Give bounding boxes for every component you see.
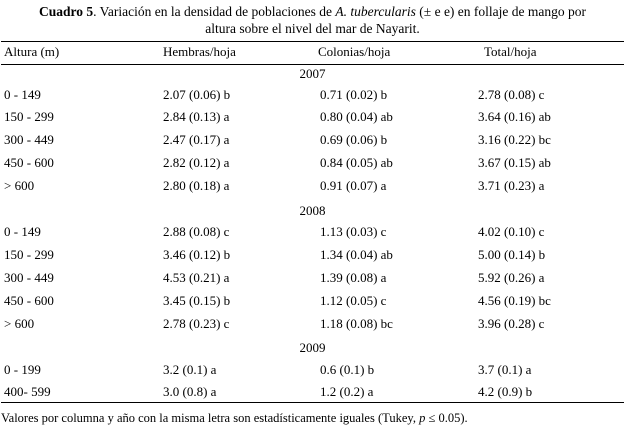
- altura-cell: 0 - 149: [4, 87, 41, 102]
- altura-cell: 300 - 449: [4, 132, 54, 147]
- table-footnote: Valores por columna y año con la misma l…: [1, 411, 468, 426]
- hembras-cell: 3.0 (0.8) a: [163, 384, 217, 399]
- total-cell: 4.56 (0.19) bc: [478, 293, 551, 308]
- total-cell: 2.78 (0.08) c: [478, 87, 545, 102]
- colonias-cell: 0.71 (0.02) b: [320, 87, 388, 102]
- colonias-cell: 0.69 (0.06) b: [320, 132, 388, 147]
- top-rule: [1, 41, 624, 42]
- footnote-p: p: [419, 411, 426, 425]
- total-cell: 3.16 (0.22) bc: [478, 132, 551, 147]
- hembras-cell: 4.53 (0.21) a: [163, 270, 230, 285]
- total-cell: 3.7 (0.1) a: [478, 362, 532, 377]
- altura-cell: 0 - 199: [4, 362, 41, 377]
- hembras-cell: 2.80 (0.18) a: [163, 178, 230, 193]
- total-cell: 3.96 (0.28) c: [478, 316, 545, 331]
- table-row: > 600 2.78 (0.23) c 1.18 (0.08) bc 3.96 (0.…: [0, 314, 625, 334]
- hembras-cell: 3.46 (0.12) b: [163, 247, 231, 262]
- table-row: 0 - 199 3.2 (0.1) a 0.6 (0.1) b 3.7 (0.1) a: [0, 360, 625, 380]
- table-row: 0 - 149 2.07 (0.06) b 0.71 (0.02) b 2.78 (0…: [0, 85, 625, 105]
- year-heading: 2009: [299, 340, 326, 355]
- hembras-cell: 3.2 (0.1) a: [163, 362, 217, 377]
- altura-cell: 150 - 299: [4, 109, 54, 124]
- hembras-cell: 2.47 (0.17) a: [163, 132, 230, 147]
- footnote-text-a: Valores por columna y año con la misma l…: [1, 411, 420, 425]
- caption-text-b: (± e e) en follaje de mango por: [415, 4, 587, 19]
- table-caption: Cuadro 5. Variación en la densidad de po…: [0, 3, 625, 37]
- hembras-cell: 2.84 (0.13) a: [163, 109, 230, 124]
- hembras-cell: 2.07 (0.06) b: [163, 87, 231, 102]
- altura-cell: 400- 599: [4, 384, 51, 399]
- table-row: 150 - 299 3.46 (0.12) b 1.34 (0.04) ab 5.00…: [0, 245, 625, 265]
- header-colonias: Colonias/hoja: [318, 44, 391, 59]
- colonias-cell: 0.6 (0.1) b: [320, 362, 375, 377]
- total-cell: 5.00 (0.14) b: [478, 247, 546, 262]
- caption-line-1: Cuadro 5. Variación en la densidad de po…: [0, 3, 625, 20]
- table-row: 0 - 149 2.88 (0.08) c 1.13 (0.03) c 4.02 (0…: [0, 222, 625, 242]
- table-row: 450 - 600 3.45 (0.15) b 1.12 (0.05) c 4.56 …: [0, 291, 625, 311]
- altura-cell: 300 - 449: [4, 270, 54, 285]
- total-cell: 3.71 (0.23) a: [478, 178, 545, 193]
- altura-cell: 450 - 600: [4, 293, 54, 308]
- colonias-cell: 0.84 (0.05) ab: [320, 155, 393, 170]
- caption-line-2: altura sobre el nivel del mar de Nayarit…: [205, 21, 420, 36]
- caption-species: A. tubercularis: [335, 4, 416, 19]
- table-row: 150 - 299 2.84 (0.13) a 0.80 (0.04) ab 3.64…: [0, 107, 625, 127]
- year-heading: 2007: [299, 66, 326, 81]
- header-altura: Altura (m): [4, 44, 60, 59]
- table-row: 300 - 449 4.53 (0.21) a 1.39 (0.08) a 5.92 …: [0, 268, 625, 288]
- colonias-cell: 1.2 (0.2) a: [320, 384, 374, 399]
- total-cell: 3.67 (0.15) ab: [478, 155, 551, 170]
- header-total: Total/hoja: [484, 44, 537, 59]
- colonias-cell: 1.39 (0.08) a: [320, 270, 387, 285]
- caption-label: Cuadro 5: [38, 4, 94, 19]
- colonias-cell: 1.12 (0.05) c: [320, 293, 387, 308]
- header-hembras: Hembras/hoja: [163, 44, 236, 59]
- colonias-cell: 1.13 (0.03) c: [320, 224, 387, 239]
- hembras-cell: 2.82 (0.12) a: [163, 155, 230, 170]
- total-cell: 4.02 (0.10) c: [478, 224, 545, 239]
- table-row: 450 - 600 2.82 (0.12) a 0.84 (0.05) ab 3.67…: [0, 153, 625, 173]
- footnote-text-b: ≤ 0.05).: [425, 411, 468, 425]
- altura-cell: > 600: [4, 178, 35, 193]
- header-row: Altura (m) Hembras/hoja Colonias/hoja To…: [0, 42, 625, 62]
- total-cell: 5.92 (0.26) a: [478, 270, 545, 285]
- total-cell: 3.64 (0.16) ab: [478, 109, 551, 124]
- altura-cell: 0 - 149: [4, 224, 41, 239]
- total-cell: 4.2 (0.9) b: [478, 384, 533, 399]
- bottom-rule: [1, 402, 624, 403]
- year-heading: 2008: [299, 203, 326, 218]
- colonias-cell: 1.34 (0.04) ab: [320, 247, 393, 262]
- colonias-cell: 0.80 (0.04) ab: [320, 109, 393, 124]
- colonias-cell: 0.91 (0.07) a: [320, 178, 387, 193]
- header-rule: [1, 64, 624, 65]
- colonias-cell: 1.18 (0.08) bc: [320, 316, 393, 331]
- altura-cell: 450 - 600: [4, 155, 54, 170]
- table-row: > 600 2.80 (0.18) a 0.91 (0.07) a 3.71 (0.2…: [0, 176, 625, 196]
- table-row: 400- 599 3.0 (0.8) a 1.2 (0.2) a 4.2 (0.9) …: [0, 382, 625, 402]
- altura-cell: 150 - 299: [4, 247, 54, 262]
- hembras-cell: 3.45 (0.15) b: [163, 293, 231, 308]
- hembras-cell: 2.78 (0.23) c: [163, 316, 230, 331]
- altura-cell: > 600: [4, 316, 35, 331]
- table-row: 300 - 449 2.47 (0.17) a 0.69 (0.06) b 3.16 …: [0, 130, 625, 150]
- hembras-cell: 2.88 (0.08) c: [163, 224, 230, 239]
- caption-text-a: . Variación en la densidad de poblacione…: [93, 4, 336, 19]
